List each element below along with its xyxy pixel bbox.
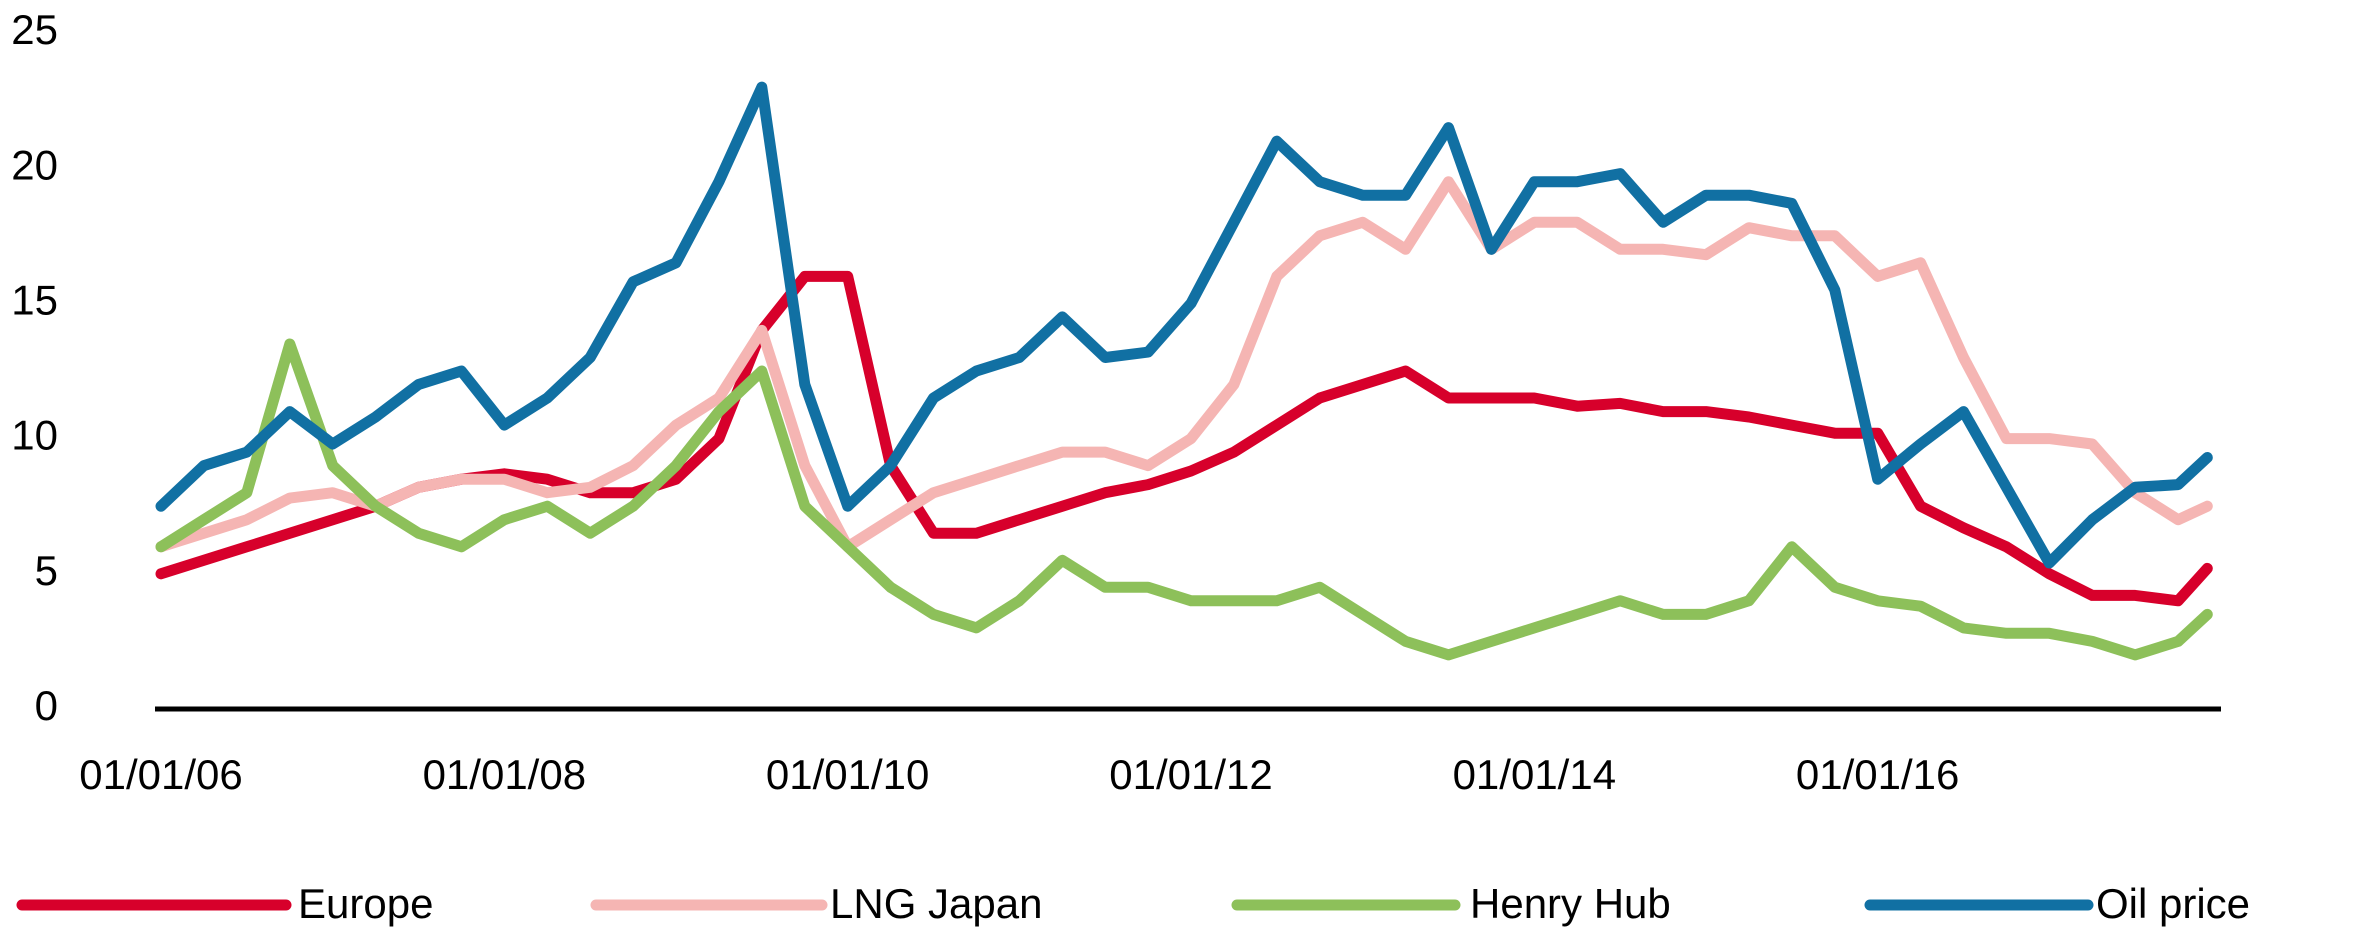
x-tick-label: 01/01/14 — [1453, 751, 1617, 798]
x-tick-label: 01/01/10 — [766, 751, 930, 798]
x-tick-label: 01/01/16 — [1796, 751, 1960, 798]
legend-label: Oil price — [2096, 880, 2250, 927]
y-tick-label: 15 — [11, 276, 58, 323]
legend-label: Henry Hub — [1470, 880, 1671, 927]
y-tick-label: 20 — [11, 141, 58, 188]
x-tick-label: 01/01/08 — [423, 751, 587, 798]
y-tick-label: 10 — [11, 412, 58, 459]
series-line — [155, 81, 2213, 569]
y-tick-label: 25 — [11, 6, 58, 53]
y-tick-label: 0 — [35, 682, 58, 729]
legend-label: LNG Japan — [830, 880, 1042, 927]
x-tick-label: 01/01/12 — [1109, 751, 1273, 798]
x-tick-label: 01/01/06 — [79, 751, 243, 798]
series-line — [155, 338, 2213, 661]
legend-label: Europe — [298, 880, 433, 927]
y-tick-label: 5 — [35, 547, 58, 594]
series-line — [155, 176, 2213, 553]
